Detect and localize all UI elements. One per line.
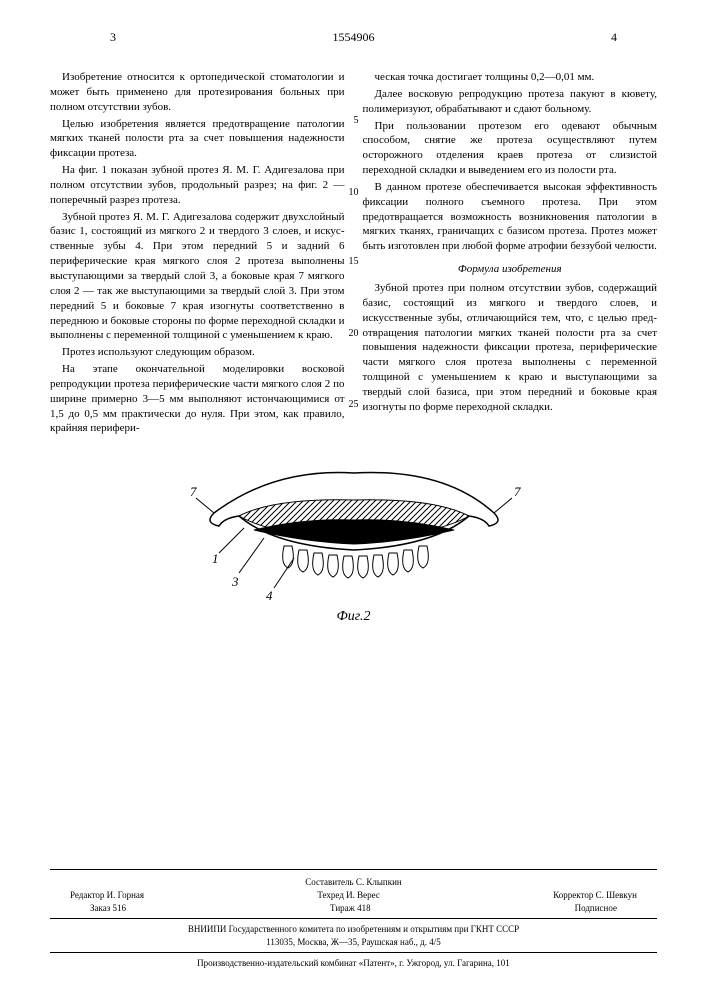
para: Зубной протез Я. М. Г. Адигезалова содер… [50,210,345,344]
ln-25: 25 [349,398,359,412]
para: Изобретение относится к ортопедической с… [50,70,345,115]
footer-block: Составитель С. Клыпкин Редактор И. Горна… [50,869,657,970]
page-number-right: 4 [611,30,617,45]
ln-15: 15 [349,255,359,269]
fig-label-1: 1 [212,551,219,566]
para: На этапе окончательной моделировки воско… [50,362,345,436]
para: При пользовании протезом его одевают обы… [363,119,658,178]
footer-tirage: Тираж 418 [330,902,371,915]
para: Зубной протез при полном отсутствии зубо… [363,281,658,415]
text-columns: 5 10 15 20 25 Изобретение относится к ор… [50,70,657,438]
figure-2: 7 7 1 3 4 Фиг.2 [50,458,657,625]
footer-order: Заказ 516 Тираж 418 Подписное [50,902,657,915]
footer-tech: Техред И. Верес [317,889,379,902]
para: Протез используют следующим образом. [50,345,345,360]
para: Далее восковую репродукцию протеза пакую… [363,87,658,117]
footer-compiler: Составитель С. Клыпкин [50,876,657,889]
left-column: 5 10 15 20 25 Изобретение относится к ор… [50,70,345,438]
document-number: 1554906 [333,30,375,45]
fig-label-3: 3 [231,574,239,589]
footer-org: ВНИИПИ Государственного комитета по изоб… [50,923,657,936]
line-numbers: 5 10 15 20 25 [349,70,359,412]
ln-20: 20 [349,327,359,341]
para: В данном протезе обеспечивается высо­кая… [363,180,658,254]
para: На фиг. 1 показан зубной протез Я. М. Г.… [50,163,345,208]
formula-title: Формула изобретения [363,262,658,277]
para: ческая точка достигает толщины 0,2—0,01 … [363,70,658,85]
footer-sub: Подписное [575,902,617,915]
patent-page: 3 1554906 4 5 10 15 20 25 Изобретение от… [0,0,707,1000]
footer-corrector: Корректор С. Шевкун [553,889,637,902]
footer-addr: 113035, Москва, Ж—35, Раушская наб., д. … [50,936,657,949]
figure-caption: Фиг.2 [50,609,657,625]
page-number-left: 3 [110,30,116,45]
footer-editors: Редактор И. Горная Техред И. Верес Корре… [50,889,657,902]
ln-5: 5 [349,114,359,128]
footer-press: Производственно-издательский комбинат «П… [50,957,657,970]
para: Целью изобретения является предотвра­щен… [50,117,345,162]
denture-diagram: 7 7 1 3 4 [184,458,524,608]
ln-10: 10 [349,186,359,200]
fig-label-4: 4 [266,588,273,603]
footer-order-num: Заказ 516 [90,902,126,915]
right-column: ческая точка достигает толщины 0,2—0,01 … [363,70,658,438]
footer-editor: Редактор И. Горная [70,889,144,902]
fig-label-7a: 7 [190,484,197,499]
page-header: 3 1554906 4 [50,30,657,60]
fig-label-7b: 7 [514,484,521,499]
